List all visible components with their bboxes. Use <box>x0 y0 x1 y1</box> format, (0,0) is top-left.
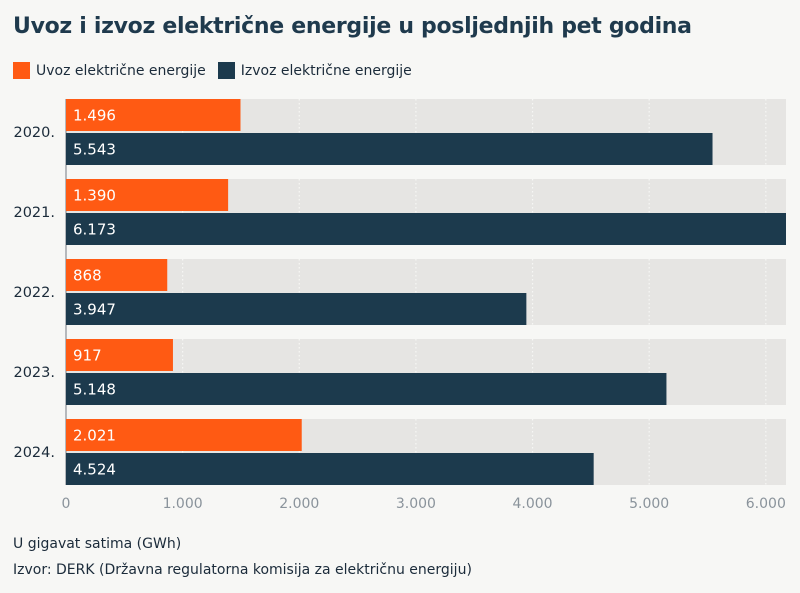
bar-izvoz <box>66 213 786 245</box>
bar-value-label: 5.148 <box>73 381 116 399</box>
legend-swatch-uvoz <box>13 62 30 79</box>
category-label: 2023. <box>13 365 55 381</box>
bar-uvoz <box>66 179 229 211</box>
x-tick-label: 6.000 <box>746 496 786 512</box>
bar-value-label: 2.021 <box>73 427 116 445</box>
bar-value-label: 1.390 <box>73 187 116 205</box>
bar-value-label: 3.947 <box>73 301 116 319</box>
source-note: Izvor: DERK (Državna regulatorna komisij… <box>13 562 472 578</box>
bar-izvoz <box>66 453 594 485</box>
legend-item-izvoz: Izvoz električne energije <box>217 62 412 79</box>
legend-swatch-izvoz <box>217 62 235 79</box>
category-label: 2024. <box>13 445 55 461</box>
category-label: 2021. <box>13 205 55 221</box>
bar-uvoz <box>66 339 173 371</box>
legend-label-uvoz: Uvoz električne energije <box>36 62 206 79</box>
bar-value-label: 1.496 <box>73 107 116 125</box>
x-tick-label: 2.000 <box>279 496 319 512</box>
bar-uvoz <box>66 99 241 131</box>
x-tick-label: 5.000 <box>629 496 669 512</box>
bar-izvoz <box>66 133 713 165</box>
bar-value-label: 6.173 <box>73 221 116 239</box>
bar-izvoz <box>66 373 667 405</box>
bar-izvoz <box>66 293 527 325</box>
x-tick-label: 3.000 <box>396 496 436 512</box>
chart-title: Uvoz i izvoz električne energije u poslj… <box>13 14 692 39</box>
category-label: 2020. <box>13 125 55 141</box>
bar-uvoz <box>66 259 168 291</box>
bar-uvoz <box>66 419 302 451</box>
bar-value-label: 868 <box>73 267 102 285</box>
legend-item-uvoz: Uvoz električne energije <box>13 62 206 79</box>
bar-chart: 1.496 5.543 2020. 1.390 6.173 2021. 868 3.947 20… <box>13 99 786 512</box>
bar-value-label: 4.524 <box>73 461 116 479</box>
bar-value-label: 917 <box>73 347 102 365</box>
unit-note: U gigavat satima (GWh) <box>13 536 182 552</box>
bar-value-label: 5.543 <box>73 141 116 159</box>
category-label: 2022. <box>13 285 55 301</box>
x-tick-label: 1.000 <box>163 496 203 512</box>
x-tick-label: 4.000 <box>513 496 553 512</box>
legend-label-izvoz: Izvoz električne energije <box>240 62 412 79</box>
chart-legend: Uvoz električne energije Izvoz električn… <box>13 62 424 79</box>
x-tick-label: 0 <box>62 496 71 512</box>
